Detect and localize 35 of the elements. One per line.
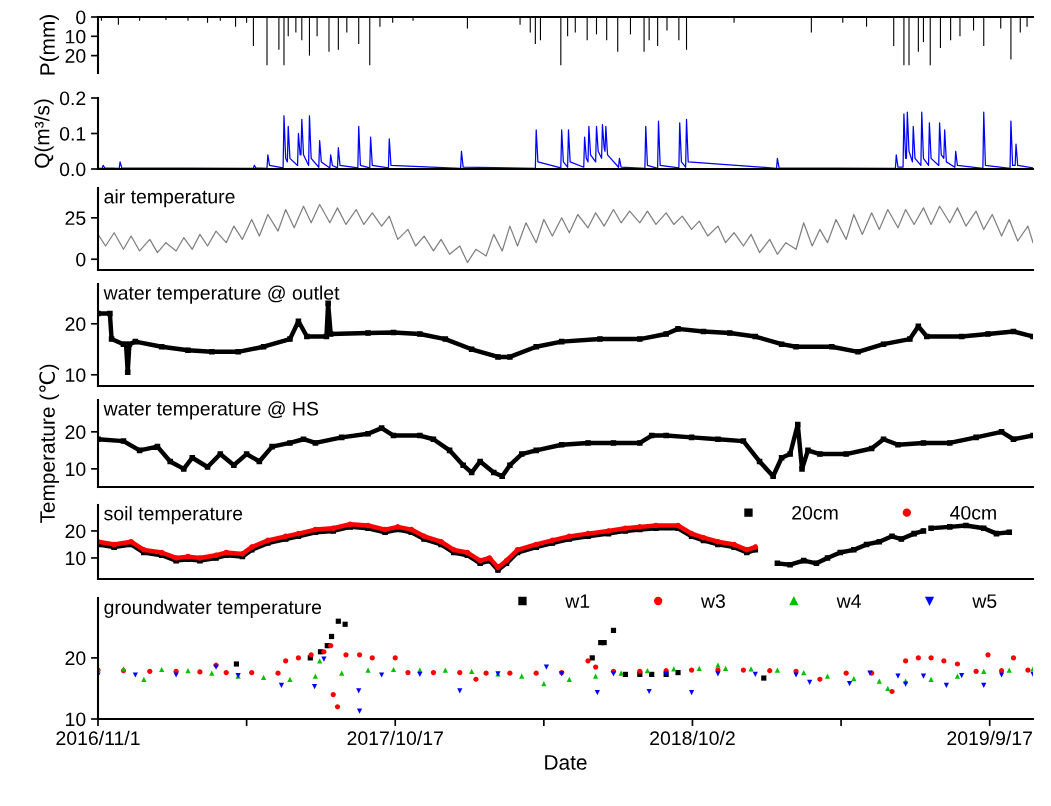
y-tick-label: 10 (66, 712, 86, 727)
x-axis-title: Date (545, 755, 587, 770)
y-tick-label: 10 (66, 29, 86, 44)
y-tick-label: 10 (66, 462, 86, 477)
y-tick-label: 0 (76, 252, 86, 267)
y-tick-label: 0.2 (59, 91, 86, 106)
y-tick-label: 10 (66, 368, 86, 383)
y-tick-label: 0.1 (59, 126, 86, 141)
legend-label: w4 (836, 594, 861, 608)
chart-title: water temperature @ HS (103, 401, 319, 420)
x-tick-label: 2016/11/1 (56, 730, 140, 746)
chart-title: water temperature @ outlet (103, 285, 340, 304)
y-tick-label: 20 (65, 524, 86, 539)
y-tick-label: 0.0 (59, 162, 86, 177)
y-tick-label: 20 (65, 49, 86, 63)
legend-label: w3 (700, 594, 725, 608)
chart-title: soil temperature (104, 506, 243, 525)
x-tick-label: 2018/10/2 (650, 730, 735, 746)
y-tick-label: 20 (65, 317, 86, 332)
y-tick-label: 10 (66, 551, 86, 566)
legend-label: w1 (565, 594, 590, 608)
y-axis-title: Q(m³/s) (34, 99, 54, 168)
x-tick-label: 2017/10/17 (347, 730, 443, 746)
legend-label: 20cm (792, 505, 838, 520)
y-tick-label: 20 (65, 651, 86, 666)
legend-label: w5 (972, 594, 997, 608)
y-tick-label: 20 (65, 425, 86, 440)
y-axis-title: P(mm) (39, 15, 59, 75)
legend-label: 40cm (950, 505, 996, 520)
x-tick-label: 2019/9/17 (947, 730, 1032, 746)
chart-title: air temperature (104, 189, 235, 208)
chart-title: groundwater temperature (104, 599, 322, 618)
y-axis-title: Temperature (℃) (39, 364, 60, 524)
y-tick-label: 0 (76, 10, 86, 25)
y-tick-label: 25 (65, 211, 86, 226)
